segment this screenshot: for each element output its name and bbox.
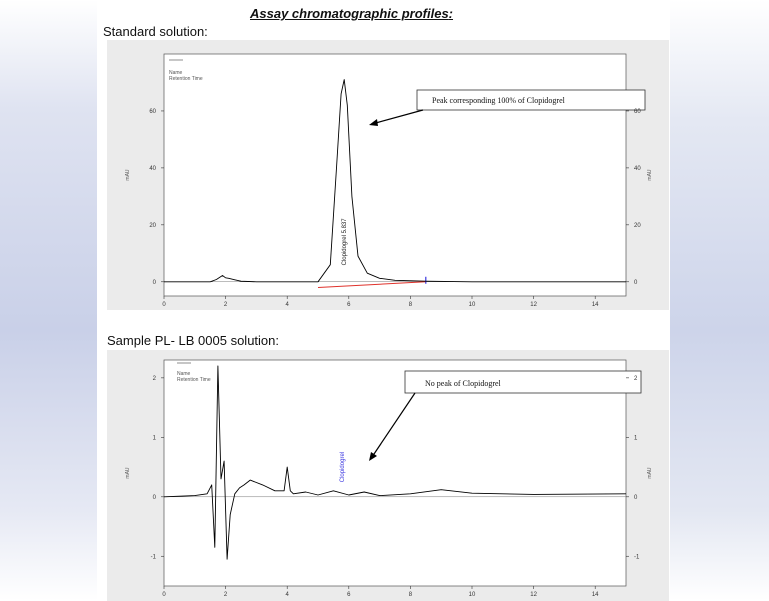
y-tick-label-right: 40 [634,166,641,172]
annotation-text: Peak corresponding 100% of Clopidogrel [432,96,566,105]
legend-entry: Retention Time [177,377,211,383]
x-tick-label: 14 [592,302,599,308]
y-axis-label: mAU [125,169,131,181]
y-tick-label: 40 [149,166,156,172]
annotation-callout: No peak of Clopidogrel [369,370,642,461]
x-tick-label: 8 [409,592,413,598]
chart-standard-solution: Name Retention Time Peak corresponding 1… [125,53,653,308]
y-axis-label: mAU [125,467,131,479]
x-tick-label: 2 [224,302,228,308]
y-tick-label-right: 60 [634,109,641,115]
chart-panel-standard: Name Retention Time Peak corresponding 1… [107,40,669,310]
y-tick-label-right: 1 [634,435,638,441]
x-tick-label: 8 [409,302,413,308]
arrow-head [369,452,377,461]
y-tick-label: 0 [153,280,157,286]
left-background-band [0,0,97,601]
chart-sample-solution: Name Retention Time No peak of Clopidogr… [125,359,653,598]
y-tick-label-right: 2 [634,376,638,382]
x-tick-label: 0 [162,592,166,598]
annotation-arrow [371,109,424,125]
annotation-box [416,89,646,111]
y-tick-label: 0 [153,495,157,501]
y-tick-label-right: -1 [634,554,640,560]
annotation-text: No peak of Clopidogrel [425,379,502,388]
x-tick-label: 10 [469,302,476,308]
annotation-arrow [371,392,416,458]
y-tick-label-right: 0 [634,495,638,501]
legend-entry: Name [177,371,191,377]
legend-entry: Name [169,70,183,76]
y-tick-label: 20 [149,223,156,229]
y-tick-label: 2 [153,376,157,382]
x-tick-label: 4 [286,302,290,308]
y-axis-label-right: mAU [647,169,653,181]
x-tick-label: 12 [530,592,537,598]
peak-label: Clopidogrel 5.837 [342,218,348,266]
x-tick-label: 0 [162,302,166,308]
section-label-standard: Standard solution: [103,24,208,39]
section-label-sample: Sample PL- LB 0005 solution: [107,333,279,348]
y-tick-label: 60 [149,109,156,115]
series-line [163,365,627,560]
x-tick-label: 6 [347,592,351,598]
legend-entry: Retention Time [169,76,203,82]
x-tick-label: 10 [469,592,476,598]
y-tick-label: -1 [151,554,157,560]
peak-label: Clopidogrel [340,452,346,482]
page-title: Assay chromatographic profiles: [250,6,454,21]
chart-panel-sample: Name Retention Time No peak of Clopidogr… [107,350,669,601]
legend: Name Retention Time [169,59,203,82]
y-tick-label: 1 [153,435,157,441]
y-tick-label-right: 20 [634,223,641,229]
legend: Name Retention Time [177,362,211,383]
annotation-callout: Peak corresponding 100% of Clopidogrel [369,89,646,126]
plot-area [163,359,627,587]
integration-baseline [317,281,426,288]
x-tick-label: 2 [224,592,228,598]
x-tick-label: 14 [592,592,599,598]
x-tick-label: 12 [530,302,537,308]
x-tick-label: 4 [286,592,290,598]
series-line [164,79,626,283]
y-axis-label-right: mAU [647,467,653,479]
arrow-head [369,119,378,126]
right-background-band [670,0,769,601]
x-tick-label: 6 [347,302,351,308]
y-tick-label-right: 0 [634,280,638,286]
annotation-box [404,370,642,394]
